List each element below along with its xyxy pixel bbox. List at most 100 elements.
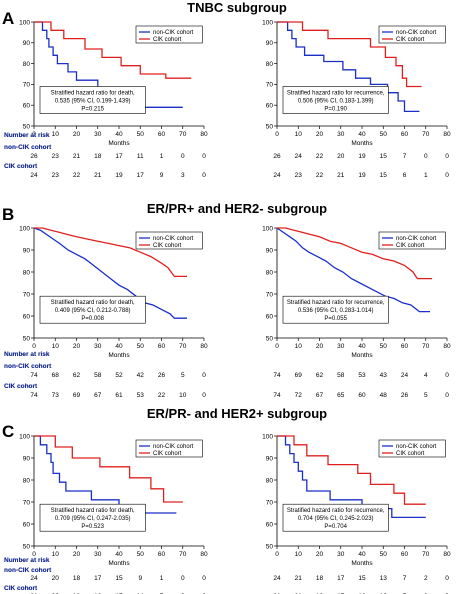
x-tick-label: 80 [200, 343, 208, 350]
legend-label: CIK cohort [153, 243, 182, 249]
risk-count-non-cik: 17 [94, 575, 102, 582]
risk-count-cik: 21 [337, 172, 345, 179]
legend-box [135, 439, 203, 458]
x-tick-label: 30 [337, 131, 345, 138]
x-axis-label: Months [351, 352, 373, 359]
risk-count-non-cik: 23 [52, 153, 60, 160]
risk-count-cik: 1 [424, 172, 428, 179]
y-tick-label: 60 [23, 103, 31, 110]
cik-survival-line [34, 227, 187, 278]
risk-count-cik: 0 [202, 392, 206, 399]
risk-count-cik: 67 [316, 392, 324, 399]
risk-count-non-cik: 13 [380, 575, 388, 582]
x-tick-label: 80 [200, 131, 208, 138]
cik-survival-line [277, 21, 422, 88]
x-tick-label: 10 [295, 551, 303, 558]
risk-count-non-cik: 18 [316, 575, 324, 582]
panel-letter-a: A [2, 9, 14, 28]
x-tick-label: 20 [316, 131, 324, 138]
risk-count-non-cik: 21 [73, 153, 81, 160]
panel-letter-b: B [2, 205, 14, 224]
risk-count-non-cik: 7 [403, 153, 407, 160]
risk-count-non-cik: 68 [52, 372, 60, 379]
x-tick-label: 80 [443, 131, 451, 138]
legend-box [378, 231, 446, 250]
risk-count-cik: 74 [30, 392, 38, 399]
y-tick-label: 90 [23, 40, 31, 47]
x-tick-label: 0 [32, 551, 36, 558]
x-tick-label: 10 [52, 131, 60, 138]
risk-label-cik: CIK cohort [4, 163, 38, 170]
risk-count-non-cik: 18 [94, 153, 102, 160]
legend-label: CIK cohort [396, 451, 425, 457]
risk-count-cik: 21 [94, 172, 102, 179]
x-tick-label: 20 [73, 131, 81, 138]
risk-count-cik: 9 [160, 172, 164, 179]
y-tick-label: 50 [23, 335, 31, 342]
x-tick-label: 40 [115, 343, 123, 350]
x-tick-label: 20 [73, 343, 81, 350]
x-tick-label: 20 [316, 551, 324, 558]
risk-count-non-cik: 11 [137, 153, 144, 160]
x-tick-label: 70 [422, 551, 430, 558]
risk-count-cik: 24 [273, 172, 281, 179]
x-axis-label: Months [108, 140, 130, 147]
y-tick-label: 50 [23, 123, 31, 130]
y-tick-label: 100 [19, 225, 30, 232]
x-tick-label: 70 [422, 131, 430, 138]
risk-count-non-cik: 1 [160, 575, 164, 582]
risk-label-non-cik: non-CIK cohort [4, 363, 52, 370]
risk-count-non-cik: 42 [137, 372, 145, 379]
x-tick-label: 80 [443, 343, 451, 350]
hazard-ratio-text: P=0.523 [81, 524, 104, 530]
legend-label: non-CIK cohort [396, 30, 437, 36]
x-tick-label: 0 [275, 343, 279, 350]
risk-label-non-cik: non-CIK cohort [4, 567, 52, 574]
y-tick-label: 60 [23, 521, 31, 528]
x-tick-label: 10 [295, 343, 303, 350]
x-tick-label: 40 [358, 131, 366, 138]
legend-box [378, 25, 446, 44]
hazard-ratio-text: Stratified hazard ratio for death, [51, 508, 135, 514]
x-tick-label: 50 [380, 551, 388, 558]
x-tick-label: 20 [316, 343, 324, 350]
x-tick-label: 0 [275, 131, 279, 138]
hazard-ratio-text: P=0.008 [81, 316, 104, 322]
risk-count-non-cik: 18 [73, 575, 81, 582]
risk-label-non-cik: non-CIK cohort [4, 363, 52, 370]
hazard-ratio-text: 0.506 (95% CI, 0.183-1.399) [298, 98, 374, 104]
risk-count-cik: 72 [295, 392, 303, 399]
x-tick-label: 10 [52, 343, 60, 350]
non-cik-survival-line [277, 21, 420, 113]
x-tick-label: 60 [158, 343, 166, 350]
risk-count-cik: 6 [403, 172, 407, 179]
hazard-ratio-box [282, 86, 389, 114]
risk-count-cik: 0 [202, 172, 206, 179]
legend-box [378, 439, 446, 458]
risk-count-cik: 5 [424, 392, 428, 399]
non-cik-survival-line [33, 227, 187, 319]
risk-count-cik: 67 [94, 392, 102, 399]
risk-count-non-cik: 53 [358, 372, 366, 379]
x-tick-label: 60 [401, 131, 409, 138]
risk-label-cik: CIK cohort [4, 585, 38, 592]
risk-count-non-cik: 0 [445, 372, 449, 379]
x-tick-label: 50 [137, 343, 145, 350]
x-tick-label: 60 [401, 343, 409, 350]
x-axis-label: Months [108, 352, 130, 359]
risk-count-cik: 19 [358, 172, 366, 179]
risk-count-cik: 22 [316, 172, 324, 179]
hazard-ratio-text: Stratified hazard ratio for recurrence, [287, 508, 385, 514]
y-tick-label: 60 [23, 313, 31, 320]
y-tick-label: 100 [262, 19, 273, 26]
risk-count-cik: 69 [73, 392, 81, 399]
risk-count-non-cik: 0 [181, 575, 185, 582]
risk-count-non-cik: 22 [316, 153, 324, 160]
x-tick-label: 50 [380, 131, 388, 138]
risk-count-non-cik: 0 [202, 372, 206, 379]
y-tick-label: 80 [23, 477, 31, 484]
panel-title-a: TNBC subgroup [187, 0, 287, 15]
risk-label-cik: CIK cohort [4, 585, 38, 592]
